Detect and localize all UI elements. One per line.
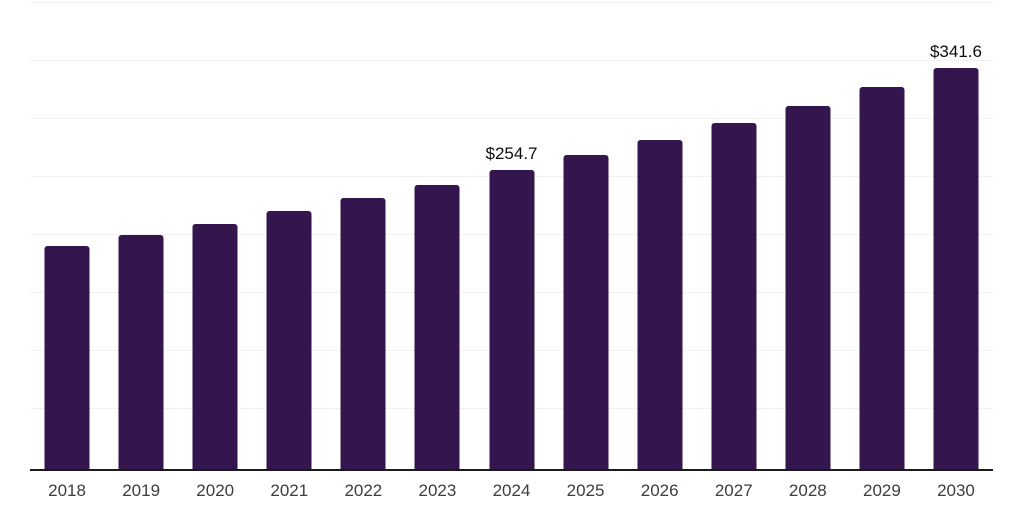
x-axis-label-2022: 2022: [344, 481, 383, 500]
x-axis-label-2019: 2019: [122, 481, 161, 500]
bar-band-2026: [623, 0, 697, 470]
x-axis-label-2024: 2024: [492, 481, 531, 500]
bar-2026: [637, 139, 683, 470]
bar-band-2023: [400, 0, 474, 470]
bar-2027: [711, 123, 757, 470]
x-axis-label-2018: 2018: [48, 481, 86, 500]
x-axis-label-2026: 2026: [640, 481, 679, 500]
gridline: [30, 60, 993, 61]
x-axis-label-2025: 2025: [566, 481, 605, 500]
x-axis-label-2028: 2028: [788, 481, 827, 500]
bar-band-2021: [252, 0, 326, 470]
bar-band-2027: [697, 0, 771, 470]
bar-band-2022: [326, 0, 400, 470]
bar-value-label-2030: $341.6: [929, 42, 982, 61]
x-axis-label-2027: 2027: [714, 481, 753, 500]
gridline: [30, 118, 993, 119]
bar-2018: [44, 246, 90, 470]
bar-2030: [933, 68, 979, 470]
bar-2023: [414, 184, 460, 470]
bar-band-2019: [104, 0, 178, 470]
x-axis-label-2020: 2020: [196, 481, 235, 500]
bar-band-2018: [30, 0, 104, 470]
bars-container: $254.7 $341.6: [30, 0, 993, 470]
bar-band-2029: [845, 0, 919, 470]
x-axis-label-2021: 2021: [270, 481, 309, 500]
bar-2020: [192, 223, 238, 470]
x-axis-label-2029: 2029: [862, 481, 901, 500]
bar-band-2030: $341.6: [919, 0, 993, 470]
bar-2021: [266, 211, 312, 470]
bar-2025: [563, 155, 609, 470]
gridline: [30, 2, 993, 3]
bar-2029: [859, 87, 905, 470]
x-axis-label-2030: 2030: [937, 481, 975, 500]
x-axis-line: [30, 469, 993, 471]
bar-2022: [340, 198, 386, 470]
bar-band-2024: $254.7: [474, 0, 548, 470]
bar-2028: [785, 105, 831, 470]
bar-band-2020: [178, 0, 252, 470]
bar-band-2025: [549, 0, 623, 470]
bar-band-2028: [771, 0, 845, 470]
x-axis-labels: 2018 2019 2020 2021 2022 2023 2024 2025 2026 2027…: [30, 481, 993, 501]
bar-2024: [489, 170, 534, 470]
bar-value-label-2024: $254.7: [485, 144, 538, 164]
x-axis-label-2023: 2023: [418, 481, 457, 500]
bar-2019: [118, 235, 164, 470]
